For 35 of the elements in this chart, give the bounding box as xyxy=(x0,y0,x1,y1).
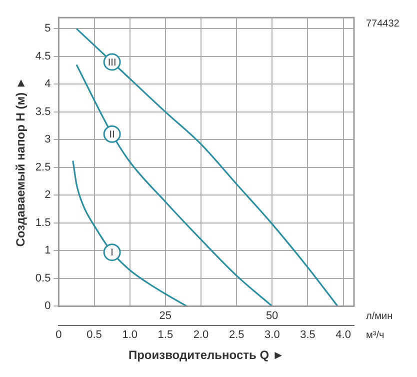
x-tick-label: 0 xyxy=(56,329,62,342)
series-label: II xyxy=(109,129,115,140)
point xyxy=(103,125,121,143)
x-tick-label: 3.0 xyxy=(264,329,280,342)
x-tick-label: 0.5 xyxy=(86,329,102,342)
x2-tick-label: 25 xyxy=(159,310,172,322)
y-tick-label: 0.5 xyxy=(35,272,51,284)
x-tick-label: 1.5 xyxy=(158,329,174,342)
point xyxy=(103,244,121,262)
line-series xyxy=(72,160,188,306)
y-tick-label: 0 xyxy=(44,300,51,312)
y-tick-label: 4 xyxy=(44,78,51,90)
y-tick-label: 1.5 xyxy=(35,216,51,229)
text: л/мин xyxy=(366,310,393,322)
y-tick-label: 3 xyxy=(44,134,51,146)
text: м³/ч xyxy=(366,330,384,342)
y-axis-title: Создаваемый напор H (м) ► xyxy=(14,77,28,247)
line-series xyxy=(76,28,338,306)
line-series xyxy=(76,64,273,306)
x-tick-label: 4.0 xyxy=(336,329,351,342)
series-label: I xyxy=(110,248,114,259)
y-tick-label: 1 xyxy=(44,244,51,257)
y-tick-label: 4.5 xyxy=(35,50,51,62)
x-tick-label: 1.0 xyxy=(122,329,138,342)
y-tick-label: 5 xyxy=(44,22,51,35)
x2-tick-label: 50 xyxy=(266,310,278,322)
x-tick-label: 3.5 xyxy=(300,329,316,342)
x-axis-title: Производительность Q ► xyxy=(128,348,284,362)
y-tick-label: 2.5 xyxy=(35,161,51,174)
x-tick-label: 2.0 xyxy=(193,329,209,342)
x-tick-label: 2.5 xyxy=(228,329,244,342)
text: 774432 xyxy=(366,18,400,30)
y-tick-label: 3.5 xyxy=(35,106,51,118)
y-tick-label: 2 xyxy=(44,189,51,202)
series-label: III xyxy=(108,57,116,68)
